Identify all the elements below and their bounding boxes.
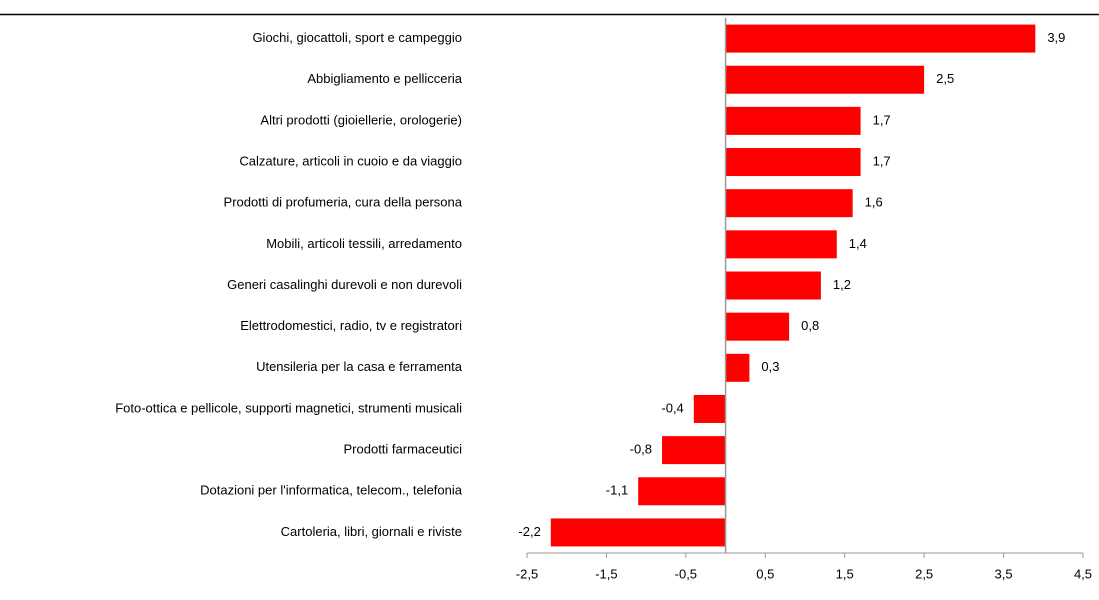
- bar: [725, 148, 861, 177]
- bar: [725, 353, 750, 382]
- value-label: 1,7: [873, 153, 891, 168]
- bar: [693, 394, 726, 423]
- category-label: Calzature, articoli in cuoio e da viaggi…: [239, 153, 462, 168]
- x-tick-label: 2,5: [915, 566, 933, 581]
- category-label: Utensileria per la casa e ferramenta: [256, 359, 463, 374]
- x-tick-label: -1,5: [595, 566, 617, 581]
- category-label: Dotazioni per l'informatica, telecom., t…: [200, 483, 463, 498]
- category-label: Altri prodotti (gioiellerie, orologerie): [260, 112, 462, 127]
- bar: [662, 436, 726, 465]
- value-label: 1,4: [849, 236, 867, 251]
- x-tick-label: 1,5: [836, 566, 854, 581]
- category-label: Elettrodomestici, radio, tv e registrato…: [240, 318, 462, 333]
- value-label: 1,6: [865, 195, 883, 210]
- bar: [725, 312, 790, 341]
- x-tick-label: -2,5: [516, 566, 538, 581]
- category-label: Prodotti farmaceutici: [344, 442, 463, 457]
- bar: [725, 106, 861, 135]
- category-label: Prodotti di profumeria, cura della perso…: [224, 195, 463, 210]
- category-label: Abbigliamento e pellicceria: [307, 71, 462, 86]
- value-label: 0,8: [801, 318, 819, 333]
- category-label: Generi casalinghi durevoli e non durevol…: [227, 277, 462, 292]
- value-label: 2,5: [936, 71, 954, 86]
- bar: [550, 518, 726, 547]
- x-tick-label: 3,5: [995, 566, 1013, 581]
- category-label: Mobili, articoli tessili, arredamento: [266, 236, 462, 251]
- bar: [725, 65, 925, 94]
- bar: [638, 477, 726, 506]
- value-label: -2,2: [518, 524, 540, 539]
- value-label: 3,9: [1047, 30, 1065, 45]
- x-tick-label: 0,5: [756, 566, 774, 581]
- value-label: -0,8: [630, 442, 652, 457]
- category-label: Cartoleria, libri, giornali e riviste: [281, 524, 462, 539]
- value-label: 0,3: [761, 359, 779, 374]
- x-tick-label: -0,5: [675, 566, 697, 581]
- value-label: -1,1: [606, 483, 628, 498]
- x-tick-label: 4,5: [1074, 566, 1092, 581]
- value-label: 1,7: [873, 112, 891, 127]
- bar: [725, 271, 821, 300]
- category-label: Giochi, giocattoli, sport e campeggio: [252, 30, 462, 45]
- bar: [725, 189, 853, 218]
- bar: [725, 24, 1036, 53]
- value-label: 1,2: [833, 277, 851, 292]
- value-label: -0,4: [661, 400, 683, 415]
- bar: [725, 230, 837, 259]
- category-label: Foto-ottica e pellicole, supporti magnet…: [115, 400, 462, 415]
